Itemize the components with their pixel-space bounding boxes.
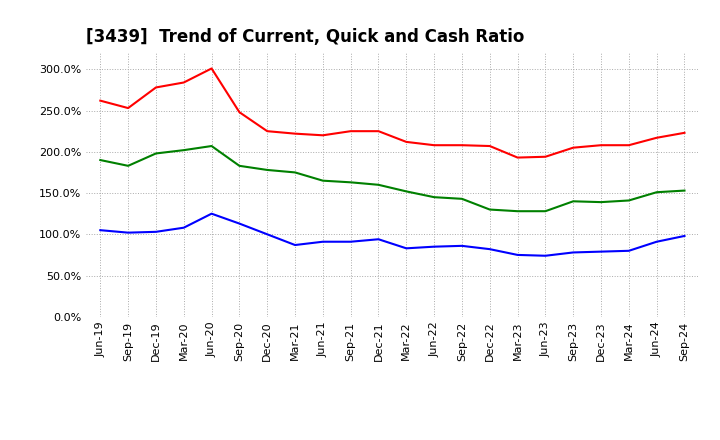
Quick Ratio — [458, 196, 467, 202]
Quick Ratio — [485, 207, 494, 212]
Current Ratio — [318, 132, 327, 138]
Quick Ratio — [597, 199, 606, 205]
Cash Ratio — [235, 221, 243, 226]
Quick Ratio — [374, 182, 383, 187]
Quick Ratio — [207, 143, 216, 149]
Quick Ratio — [235, 163, 243, 169]
Cash Ratio — [430, 244, 438, 249]
Current Ratio — [179, 80, 188, 85]
Quick Ratio — [430, 194, 438, 200]
Cash Ratio — [541, 253, 550, 258]
Current Ratio — [624, 143, 633, 148]
Current Ratio — [207, 66, 216, 71]
Cash Ratio — [207, 211, 216, 216]
Current Ratio — [374, 128, 383, 134]
Cash Ratio — [458, 243, 467, 249]
Cash Ratio — [124, 230, 132, 235]
Text: [3439]  Trend of Current, Quick and Cash Ratio: [3439] Trend of Current, Quick and Cash … — [86, 28, 525, 46]
Cash Ratio — [624, 248, 633, 253]
Current Ratio — [96, 98, 104, 103]
Quick Ratio — [263, 167, 271, 172]
Cash Ratio — [680, 233, 689, 238]
Cash Ratio — [652, 239, 661, 244]
Cash Ratio — [513, 252, 522, 257]
Current Ratio — [346, 128, 355, 134]
Current Ratio — [652, 135, 661, 140]
Cash Ratio — [152, 229, 161, 235]
Quick Ratio — [541, 209, 550, 214]
Current Ratio — [597, 143, 606, 148]
Cash Ratio — [318, 239, 327, 244]
Cash Ratio — [374, 237, 383, 242]
Quick Ratio — [346, 180, 355, 185]
Current Ratio — [485, 143, 494, 149]
Cash Ratio — [263, 231, 271, 237]
Quick Ratio — [652, 190, 661, 195]
Quick Ratio — [96, 158, 104, 163]
Quick Ratio — [402, 189, 410, 194]
Cash Ratio — [597, 249, 606, 254]
Cash Ratio — [402, 246, 410, 251]
Current Ratio — [235, 110, 243, 115]
Cash Ratio — [291, 242, 300, 248]
Quick Ratio — [152, 151, 161, 156]
Current Ratio — [513, 155, 522, 160]
Quick Ratio — [680, 188, 689, 193]
Quick Ratio — [318, 178, 327, 183]
Quick Ratio — [124, 163, 132, 169]
Cash Ratio — [346, 239, 355, 244]
Current Ratio — [124, 106, 132, 111]
Current Ratio — [263, 128, 271, 134]
Line: Cash Ratio: Cash Ratio — [100, 214, 685, 256]
Cash Ratio — [485, 246, 494, 252]
Current Ratio — [291, 131, 300, 136]
Current Ratio — [680, 130, 689, 136]
Current Ratio — [458, 143, 467, 148]
Cash Ratio — [96, 227, 104, 233]
Quick Ratio — [291, 170, 300, 175]
Current Ratio — [402, 139, 410, 144]
Quick Ratio — [179, 147, 188, 153]
Current Ratio — [541, 154, 550, 159]
Line: Quick Ratio: Quick Ratio — [100, 146, 685, 211]
Cash Ratio — [179, 225, 188, 231]
Current Ratio — [430, 143, 438, 148]
Quick Ratio — [624, 198, 633, 203]
Line: Current Ratio: Current Ratio — [100, 69, 685, 158]
Cash Ratio — [569, 250, 577, 255]
Current Ratio — [152, 85, 161, 90]
Current Ratio — [569, 145, 577, 150]
Quick Ratio — [513, 209, 522, 214]
Quick Ratio — [569, 198, 577, 204]
